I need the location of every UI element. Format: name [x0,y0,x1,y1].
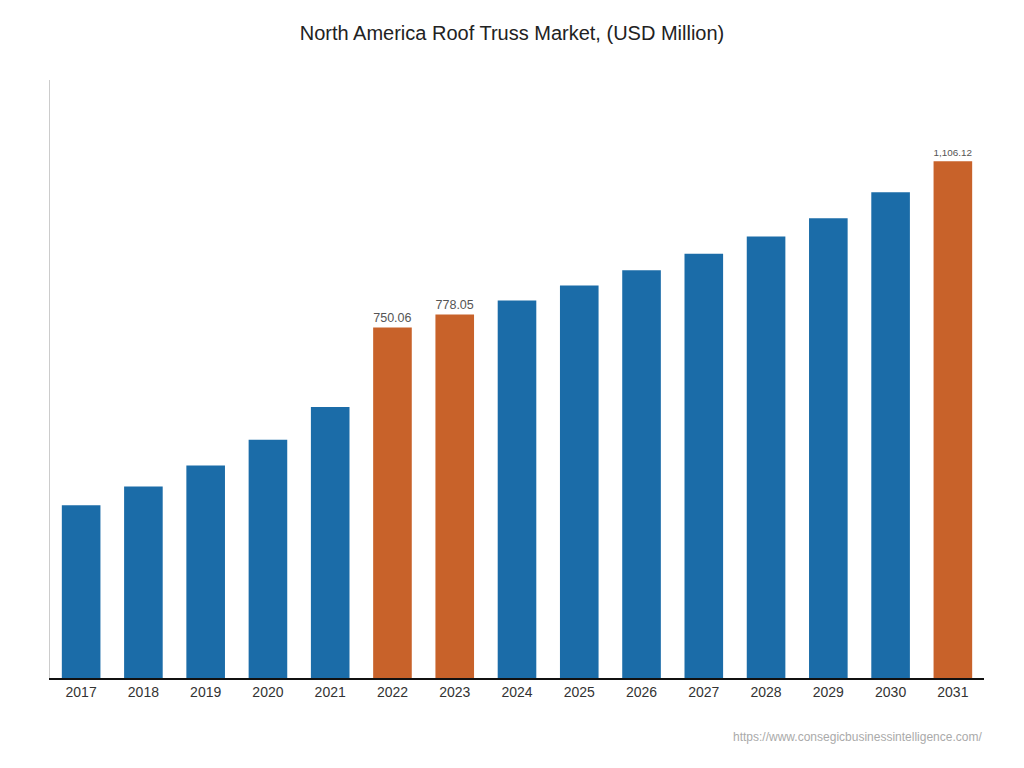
svg-text:https://www.consegicbusinessin: https://www.consegicbusinessintelligence… [733,730,982,744]
svg-text:2025: 2025 [564,684,595,700]
svg-text:2017: 2017 [66,684,97,700]
svg-text:2019: 2019 [190,684,221,700]
svg-text:2024: 2024 [501,684,532,700]
svg-text:778.05: 778.05 [435,298,473,312]
svg-text:2029: 2029 [813,684,844,700]
svg-text:2026: 2026 [626,684,657,700]
svg-text:1,106.12: 1,106.12 [934,147,972,158]
svg-text:750.06: 750.06 [373,311,411,325]
svg-text:2027: 2027 [688,684,719,700]
svg-text:2022: 2022 [377,684,408,700]
svg-text:2021: 2021 [315,684,346,700]
svg-text:North America Roof Truss Marke: North America Roof Truss Market, (USD Mi… [300,22,725,44]
svg-text:2030: 2030 [875,684,906,700]
svg-text:2031: 2031 [937,684,968,700]
svg-text:2028: 2028 [750,684,781,700]
svg-text:2018: 2018 [128,684,159,700]
svg-text:2023: 2023 [439,684,470,700]
svg-text:2020: 2020 [252,684,283,700]
